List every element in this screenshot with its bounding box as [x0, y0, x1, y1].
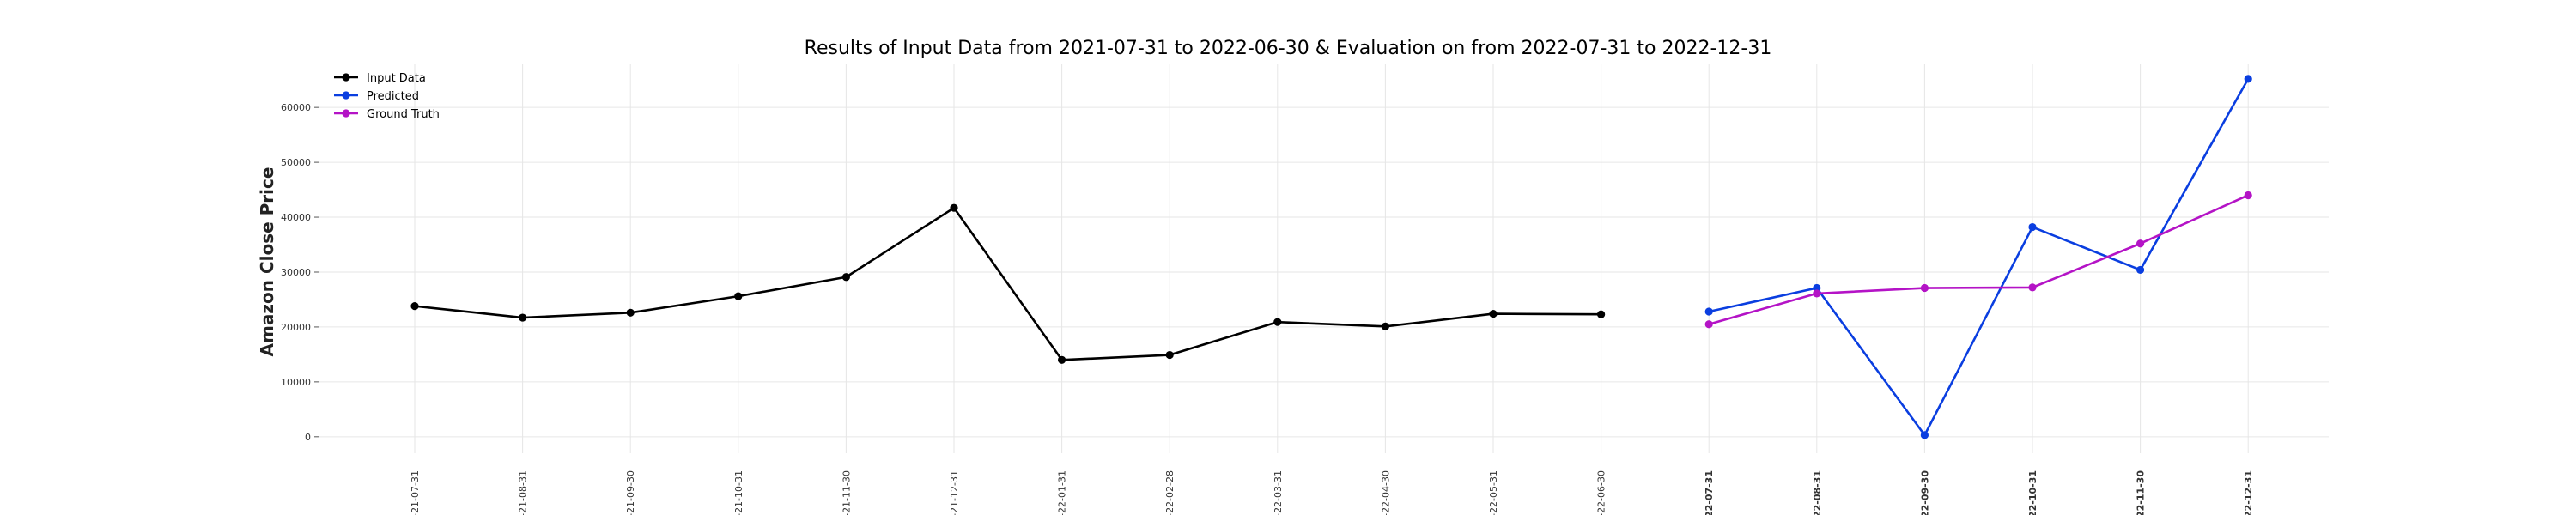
y-tick-label: 60000 — [281, 102, 311, 113]
data-point-predicted — [1704, 307, 1713, 316]
grid — [319, 64, 2329, 453]
data-point-ground-truth — [1704, 320, 1713, 329]
x-tick-label: -21-07-31 — [410, 470, 421, 515]
legend-label-input-data: Input Data — [367, 72, 426, 85]
data-point-ground-truth — [2028, 283, 2037, 292]
legend-label-predicted: Predicted — [367, 90, 419, 103]
y-tick-label: 10000 — [281, 377, 311, 388]
legend-marker-input-data — [342, 73, 350, 82]
data-point-input-data — [1489, 309, 1498, 318]
series-line-predicted — [1708, 78, 2250, 437]
data-point-input-data — [1058, 355, 1066, 364]
data-point-input-data — [734, 292, 743, 300]
data-point-input-data — [1273, 318, 1282, 326]
legend-marker-ground-truth — [342, 109, 350, 118]
y-tick-label: 50000 — [281, 157, 311, 168]
y-tick-label: 20000 — [281, 322, 311, 333]
data-point-predicted — [2028, 222, 2037, 232]
y-tick-label: 0 — [305, 432, 311, 443]
x-tick-label: -22-06-30 — [1596, 470, 1607, 515]
x-tick-label: -21-11-30 — [841, 470, 852, 515]
series — [410, 75, 2252, 439]
x-tick-label: -22-04-30 — [1380, 470, 1391, 515]
data-point-input-data — [841, 273, 851, 282]
data-point-input-data — [1165, 350, 1174, 360]
x-tick-label: -22-05-31 — [1488, 470, 1499, 515]
data-point-input-data — [410, 302, 419, 311]
x-tick-label: -22-12-31 — [2243, 470, 2254, 515]
x-tick-label: -22-02-28 — [1164, 470, 1176, 515]
data-point-ground-truth — [2136, 239, 2145, 248]
x-tick-label: -21-12-31 — [949, 470, 960, 515]
data-point-predicted — [1920, 431, 1929, 439]
x-tick-label: -22-08-31 — [1812, 470, 1823, 515]
legend-label-ground-truth: Ground Truth — [367, 108, 440, 121]
data-point-input-data — [519, 313, 527, 322]
x-tick-label: -22-01-31 — [1057, 470, 1068, 515]
data-point-predicted — [2136, 265, 2145, 275]
x-tick-label: -22-07-31 — [1704, 470, 1715, 515]
x-tick-label: -21-09-30 — [625, 470, 636, 515]
y-axis-label: Amazon Close Price — [257, 167, 277, 357]
x-tick-label: -21-08-31 — [518, 470, 529, 515]
legend-marker-predicted — [342, 91, 350, 100]
data-point-ground-truth — [1813, 289, 1821, 298]
legend: Input Data Predicted Ground Truth — [334, 72, 440, 121]
axes: 0 10000 20000 30000 40000 50000 60000 -21-07-31… — [281, 102, 2254, 515]
data-point-input-data — [1597, 310, 1606, 318]
data-point-input-data — [626, 308, 635, 317]
y-tick-label: 30000 — [281, 267, 311, 278]
data-point-input-data — [1381, 322, 1389, 330]
data-point-predicted — [1813, 283, 1821, 293]
data-point-ground-truth — [1920, 283, 1929, 293]
x-tick-label: -22-03-31 — [1273, 470, 1284, 515]
x-tick-label: -22-09-30 — [1919, 470, 1930, 515]
x-tick-label: -22-11-30 — [2136, 470, 2147, 515]
data-point-ground-truth — [2244, 191, 2252, 200]
series-line-input-data — [414, 206, 1601, 361]
data-point-predicted — [2244, 75, 2252, 83]
chart-title: Results of Input Data from 2021-07-31 to… — [805, 38, 1772, 59]
x-tick-label: -22-10-31 — [2027, 470, 2038, 515]
series-line-ground-truth — [1708, 194, 2249, 325]
data-point-input-data — [950, 203, 958, 212]
y-tick-label: 40000 — [281, 212, 311, 223]
x-tick-label: -21-10-31 — [733, 470, 744, 515]
